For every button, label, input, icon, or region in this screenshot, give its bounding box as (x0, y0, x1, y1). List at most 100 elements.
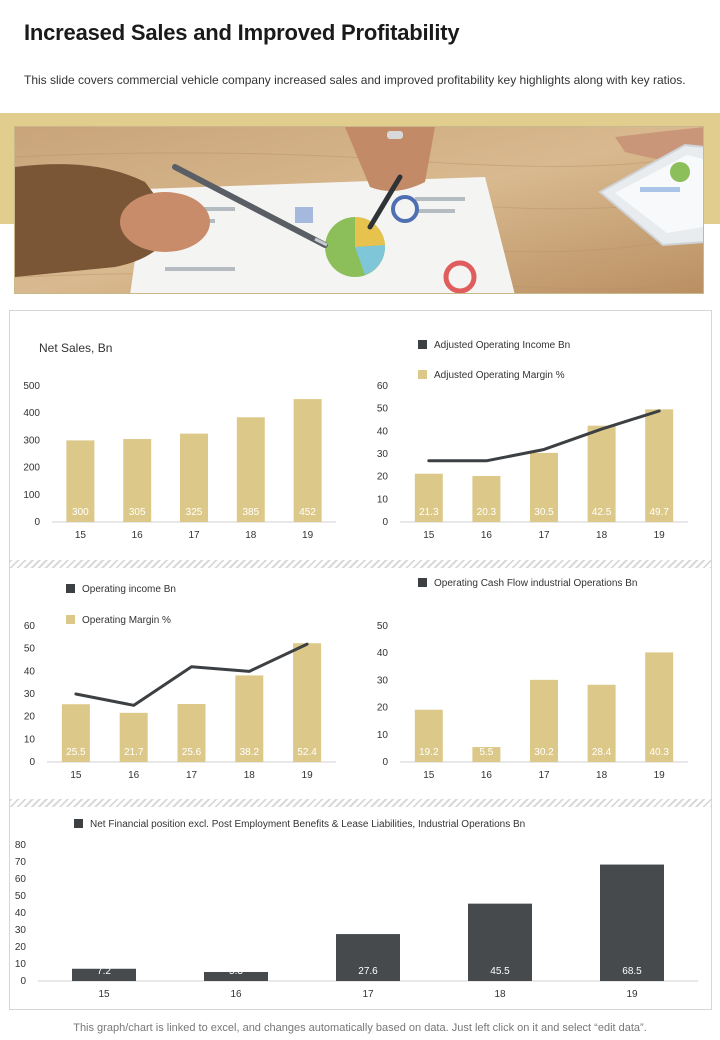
data-label: 28.4 (592, 747, 612, 758)
net-financial-svg: Net Financial position excl. Post Employ… (15, 819, 698, 1000)
x-tick-label: 19 (626, 989, 638, 1000)
x-tick-label: 18 (244, 770, 256, 781)
x-tick-label: 16 (132, 530, 144, 541)
data-label: 385 (242, 507, 259, 518)
legend-swatch (418, 340, 427, 349)
y-tick-label: 40 (15, 908, 27, 919)
y-tick-label: 20 (24, 712, 36, 723)
adjusted-operating-svg: Adjusted Operating Income Bn Adjusted Ope… (377, 340, 688, 541)
bar (177, 703, 206, 762)
bar (66, 440, 95, 522)
x-tick-label: 16 (481, 770, 493, 781)
x-tick-label: 15 (75, 530, 87, 541)
bar (530, 679, 558, 762)
net-sales-svg: Net Sales, Bn 0 100 200 300 400 500 300 305 325 38… (23, 341, 336, 541)
data-label: 7.2 (97, 966, 111, 977)
y-tick-label: 60 (377, 381, 389, 392)
bar (204, 971, 268, 981)
y-tick-label: 400 (23, 408, 40, 419)
page-subtitle: This slide covers commercial vehicle com… (24, 73, 686, 87)
bar (414, 709, 443, 762)
net-sales-chart: Net Sales, Bn 0 100 200 300 400 500 300 305 325 38… (14, 332, 350, 554)
bar (414, 473, 443, 522)
legend-label: Adjusted Operating Income Bn (434, 340, 570, 351)
bar (236, 417, 265, 522)
y-tick-label: 30 (24, 689, 36, 700)
y-tick-label: 20 (377, 703, 389, 714)
operating-cash-flow-chart: Operating Cash Flow industrial Operation… (362, 578, 702, 792)
data-label: 305 (129, 507, 146, 518)
y-tick-label: 20 (15, 942, 27, 953)
data-label: 45.5 (490, 966, 510, 977)
y-tick-label: 30 (377, 675, 389, 686)
bar (336, 934, 400, 981)
x-tick-label: 17 (538, 530, 550, 541)
y-tick-label: 70 (15, 857, 27, 868)
footer-note: This graph/chart is linked to excel, and… (73, 1022, 647, 1034)
chart-title: Net Sales, Bn (39, 341, 112, 355)
operating-income-svg: Operating income Bn Operating Margin % 0 10… (24, 584, 336, 781)
data-label: 30.2 (534, 747, 554, 758)
y-tick-label: 30 (15, 925, 27, 936)
series-line (74, 642, 309, 707)
legend-swatch (66, 615, 75, 624)
hero-photo (14, 126, 704, 294)
series-line (427, 409, 661, 463)
bar (72, 968, 136, 981)
y-tick-label: 0 (382, 517, 388, 528)
data-label: 30.5 (534, 507, 554, 518)
data-label: 42.5 (592, 507, 612, 518)
bar (587, 425, 616, 522)
y-tick-label: 50 (377, 404, 389, 415)
bar (293, 643, 322, 762)
legend-label: Operating income Bn (82, 584, 176, 595)
operating-income-chart: Operating income Bn Operating Margin % 0 10… (14, 578, 350, 792)
y-tick-label: 10 (24, 734, 36, 745)
x-tick-label: 19 (654, 770, 666, 781)
y-tick-label: 0 (34, 517, 40, 528)
x-tick-label: 17 (362, 989, 374, 1000)
data-label: 5.3 (229, 966, 243, 977)
bar (587, 684, 616, 762)
y-tick-label: 10 (377, 494, 389, 505)
x-tick-label: 15 (423, 530, 435, 541)
data-label: 25.6 (182, 747, 202, 758)
data-label: 52.4 (297, 747, 317, 758)
data-label: 27.6 (358, 966, 378, 977)
bar (600, 864, 664, 981)
adjusted-operating-chart: Adjusted Operating Income Bn Adjusted Ope… (362, 332, 702, 554)
bar (530, 452, 558, 522)
x-tick-label: 19 (654, 530, 666, 541)
data-label: 452 (299, 507, 316, 518)
bar (645, 409, 674, 522)
data-label: 19.2 (419, 747, 439, 758)
section-divider (10, 560, 711, 568)
data-label: 20.3 (477, 507, 497, 518)
x-tick-label: 18 (596, 770, 608, 781)
y-tick-label: 300 (23, 435, 40, 446)
net-financial-chart: Net Financial position excl. Post Employ… (10, 816, 710, 1006)
y-tick-label: 60 (24, 621, 36, 632)
y-tick-label: 30 (377, 449, 389, 460)
page-title: Increased Sales and Improved Profitabili… (24, 20, 460, 45)
section-divider (10, 799, 711, 807)
x-tick-label: 17 (538, 770, 550, 781)
data-label: 49.7 (649, 507, 669, 518)
legend-swatch (74, 819, 83, 828)
data-label: 5.5 (479, 747, 493, 758)
bar (645, 652, 674, 762)
bar (61, 704, 90, 762)
x-tick-label: 16 (128, 770, 140, 781)
y-tick-label: 10 (15, 959, 27, 970)
data-label: 21.3 (419, 507, 439, 518)
data-label: 25.5 (66, 747, 86, 758)
operating-cash-flow-svg: Operating Cash Flow industrial Operation… (377, 578, 688, 781)
bar (293, 399, 322, 522)
bar (472, 475, 501, 522)
y-tick-label: 0 (20, 976, 26, 987)
legend-swatch (418, 578, 427, 587)
data-label: 68.5 (622, 966, 642, 977)
bar (180, 433, 208, 522)
legend-label: Operating Margin % (82, 615, 171, 626)
data-label: 40.3 (649, 747, 669, 758)
